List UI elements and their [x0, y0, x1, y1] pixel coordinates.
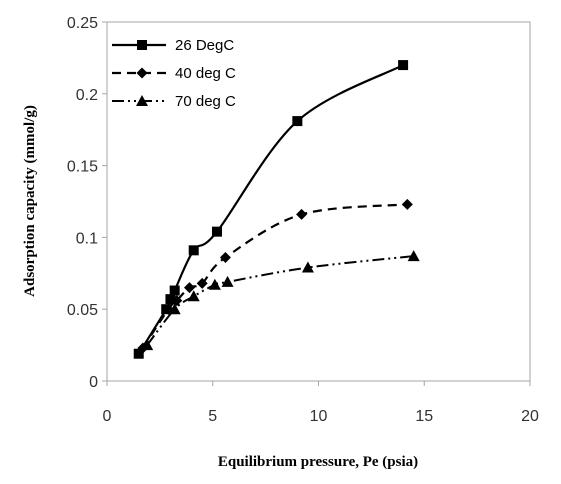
data-point — [208, 278, 221, 290]
series-line — [142, 203, 408, 349]
y-axis-title: Adsorption capacity (mmol/g) — [22, 105, 38, 297]
y-tick-label: 0.25 — [67, 15, 98, 32]
x-tick-label: 15 — [415, 408, 433, 425]
data-point — [219, 252, 231, 264]
series-2 — [137, 198, 413, 354]
legend: 26 DegC 40 deg C 70 deg C — [112, 37, 236, 110]
x-tick-label: 5 — [208, 408, 217, 425]
data-point — [165, 294, 176, 305]
data-point — [141, 339, 154, 351]
legend-marker — [136, 67, 148, 79]
data-point — [407, 250, 420, 262]
data-point — [292, 116, 303, 127]
legend-label: 26 DegC — [175, 37, 234, 54]
data-point — [133, 348, 144, 359]
x-tick-label: 10 — [310, 408, 328, 425]
data-point — [188, 245, 199, 256]
y-tick-label: 0.1 — [76, 230, 98, 247]
data-point — [211, 226, 222, 237]
y-tick-label: 0.05 — [67, 302, 98, 319]
y-tick-label: 0.2 — [76, 87, 98, 104]
data-point — [187, 290, 200, 302]
legend-entry-3: 70 deg C — [112, 93, 236, 110]
data-point — [169, 285, 180, 296]
legend-label: 40 deg C — [175, 65, 236, 82]
series-3 — [141, 250, 420, 351]
legend-entry-1: 26 DegC — [112, 37, 234, 54]
legend-marker — [137, 40, 147, 50]
data-point — [398, 60, 409, 71]
data-point — [296, 208, 308, 220]
data-point — [301, 261, 314, 273]
data-point — [168, 303, 181, 315]
y-tick-label: 0.15 — [67, 159, 98, 176]
legend-label: 70 deg C — [175, 93, 236, 110]
data-point — [196, 277, 208, 289]
x-tick-label: 20 — [521, 408, 539, 425]
legend-entry-2: 40 deg C — [112, 65, 236, 82]
data-point — [171, 295, 183, 307]
series-layer — [133, 60, 420, 359]
axes: 0 0.05 0.1 0.15 0.2 0.25 0 5 10 15 20 — [67, 15, 539, 425]
y-tick-label: 0 — [89, 374, 98, 391]
plot-area-border — [106, 21, 531, 382]
series-line — [146, 255, 414, 346]
data-point — [401, 198, 413, 210]
data-point — [183, 282, 195, 294]
x-tick-label: 0 — [103, 408, 112, 425]
legend-marker — [136, 95, 148, 106]
x-axis-title: Equilibrium pressure, Pe (psia) — [218, 454, 418, 470]
data-point — [221, 275, 234, 287]
